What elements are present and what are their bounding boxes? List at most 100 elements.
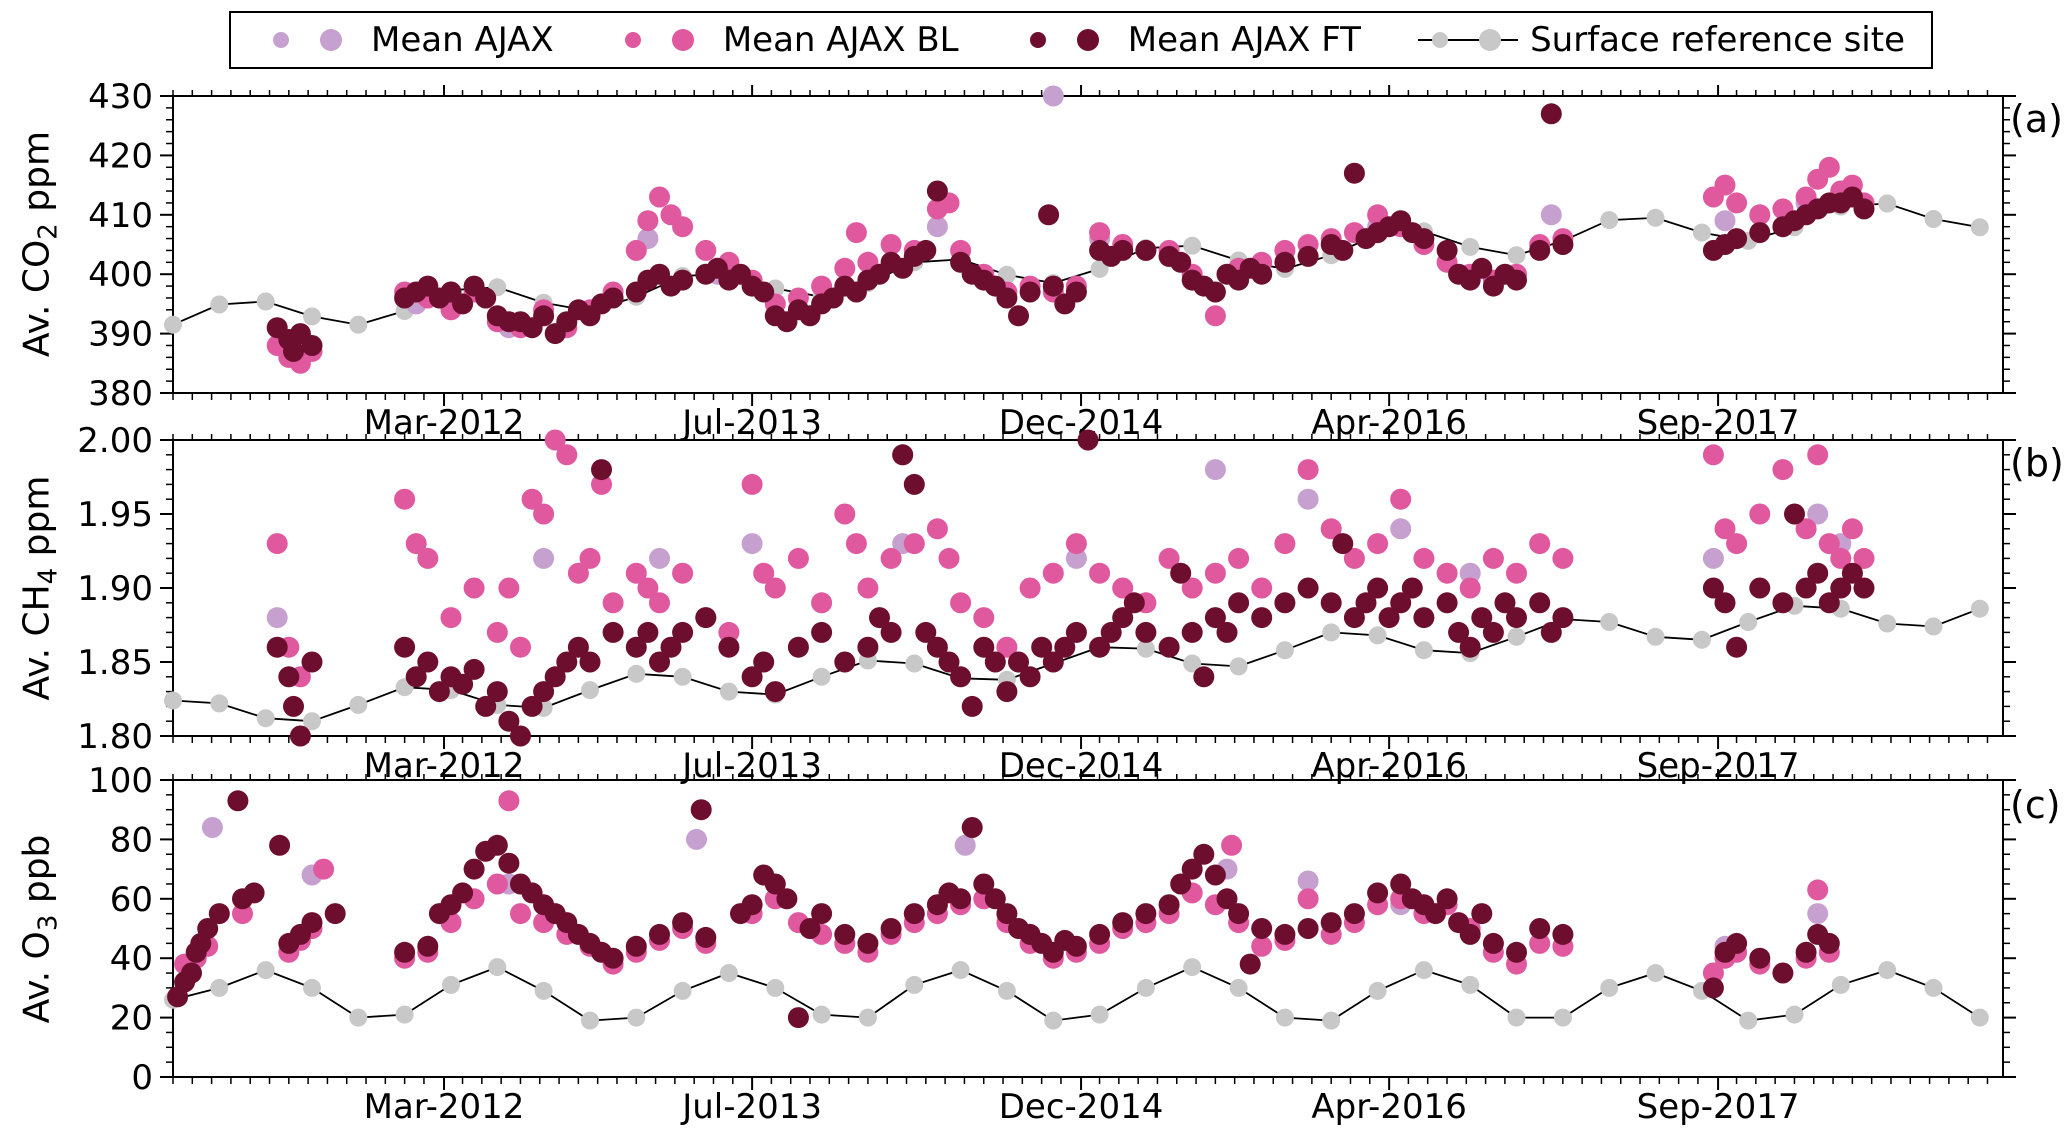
y-tick-label: 410 xyxy=(88,196,153,236)
point-mean-ajax-ft xyxy=(1297,918,1319,939)
point-mean-ajax-ft xyxy=(301,651,323,673)
point-mean-ajax-ft xyxy=(672,269,694,291)
point-surface-reference-site xyxy=(719,682,738,701)
y-tick-label: 1.80 xyxy=(77,717,153,757)
point-mean-ajax-ft xyxy=(1749,947,1771,969)
point-mean-ajax-ft xyxy=(486,834,508,856)
point-mean-ajax-bl xyxy=(1818,533,1840,555)
point-mean-ajax-bl xyxy=(394,488,416,510)
point-surface-reference-site xyxy=(1507,246,1526,265)
point-mean-ajax-ft xyxy=(1795,941,1817,963)
point-mean-ajax-bl xyxy=(1065,533,1087,555)
point-mean-ajax-ft xyxy=(1448,621,1470,643)
point-mean-ajax-bl xyxy=(764,577,786,599)
point-surface-reference-site xyxy=(1970,599,1989,618)
point-mean-ajax-bl xyxy=(1702,962,1724,984)
point-mean-ajax-bl xyxy=(1749,503,1771,525)
point-mean-ajax-ft xyxy=(1552,607,1574,629)
point-surface-reference-site xyxy=(997,981,1016,1000)
point-mean-ajax-ft xyxy=(533,681,555,703)
point-mean-ajax-ft xyxy=(1193,843,1215,865)
point-mean-ajax-ft xyxy=(625,935,647,957)
line-marker-icon xyxy=(1418,29,1519,51)
point-mean-ajax-bl xyxy=(1320,518,1342,540)
point-mean-ajax-ft xyxy=(1552,234,1574,255)
point-mean-ajax-ft xyxy=(1158,894,1180,916)
point-mean-ajax-bl xyxy=(498,790,520,812)
legend-label: Mean AJAX xyxy=(371,20,554,60)
point-mean-ajax-ft xyxy=(1100,621,1122,643)
point-mean-ajax-bl xyxy=(440,607,462,629)
point-mean-ajax-ft xyxy=(880,621,902,643)
point-mean-ajax-ft xyxy=(834,923,856,945)
point-surface-reference-site xyxy=(627,1008,646,1027)
y-tick-label: 40 xyxy=(110,939,153,979)
point-mean-ajax-ft xyxy=(880,918,902,939)
legend-entry-mean-ajax-ft: Mean AJAX FT xyxy=(1014,20,1361,60)
point-mean-ajax-ft xyxy=(1228,903,1250,925)
point-mean-ajax-bl xyxy=(1112,577,1134,599)
point-mean-ajax-bl xyxy=(498,577,520,599)
y-tick-label: 430 xyxy=(88,77,153,117)
point-mean-ajax-bl xyxy=(996,636,1018,658)
point-surface-reference-site xyxy=(1646,964,1665,982)
point-surface-reference-site xyxy=(1646,208,1665,227)
point-surface-reference-site xyxy=(1553,1008,1572,1027)
point-mean-ajax-ft xyxy=(1436,592,1458,614)
x-tick-label: Jul-2013 xyxy=(680,1087,822,1127)
point-mean-ajax-ft xyxy=(637,621,659,643)
point-mean-ajax-bl xyxy=(1158,547,1180,569)
point-surface-reference-site xyxy=(673,981,692,1000)
point-mean-ajax-ft xyxy=(1204,607,1226,629)
point-mean-ajax-ft xyxy=(1274,251,1296,273)
point-mean-ajax xyxy=(1042,85,1064,107)
point-surface-reference-site xyxy=(1646,627,1665,646)
point-surface-reference-site xyxy=(1600,978,1619,997)
point-mean-ajax-ft xyxy=(1204,281,1226,303)
point-mean-ajax-ft xyxy=(695,607,717,629)
point-surface-reference-site xyxy=(1461,237,1480,256)
point-mean-ajax-ft xyxy=(1065,281,1087,303)
point-surface-reference-site xyxy=(349,695,368,714)
point-mean-ajax-ft xyxy=(973,873,995,895)
x-tick-label: Sep-2017 xyxy=(1637,1087,1800,1127)
point-mean-ajax-ft xyxy=(926,180,948,202)
y-tick-label: 2.00 xyxy=(77,421,153,461)
point-mean-ajax-ft xyxy=(1529,918,1551,939)
point-mean-ajax-bl xyxy=(1251,935,1273,957)
point-mean-ajax-ft xyxy=(602,947,624,969)
point-mean-ajax-ft xyxy=(1401,577,1423,599)
panel-a-border xyxy=(172,95,2004,394)
point-mean-ajax-ft xyxy=(1054,636,1076,658)
point-mean-ajax-ft xyxy=(1726,228,1748,250)
point-surface-reference-site xyxy=(1136,639,1155,658)
point-mean-ajax-bl xyxy=(1529,533,1551,555)
point-mean-ajax-ft xyxy=(591,459,612,481)
scatter-marker-icon xyxy=(1029,29,1099,51)
point-mean-ajax-bl xyxy=(637,577,659,599)
point-mean-ajax-ft xyxy=(227,790,249,812)
point-mean-ajax-bl xyxy=(1436,562,1458,584)
point-mean-ajax-ft xyxy=(452,293,474,315)
point-surface-reference-site xyxy=(1924,978,1943,997)
point-mean-ajax-bl xyxy=(672,562,694,584)
point-surface-reference-site xyxy=(1414,961,1433,980)
point-mean-ajax-ft xyxy=(1749,222,1771,244)
point-mean-ajax-ft xyxy=(787,1007,809,1029)
point-mean-ajax-ft xyxy=(1726,932,1748,954)
point-surface-reference-site xyxy=(1136,978,1155,997)
point-mean-ajax-ft xyxy=(602,621,624,643)
point-surface-reference-site xyxy=(581,681,599,700)
point-mean-ajax-ft xyxy=(753,281,775,303)
point-mean-ajax-bl xyxy=(1795,518,1817,540)
point-mean-ajax-ft xyxy=(1818,592,1840,614)
point-mean-ajax-ft xyxy=(1216,888,1238,910)
point-surface-reference-site xyxy=(1183,654,1202,673)
point-mean-ajax-ft xyxy=(834,651,856,673)
point-mean-ajax-ft xyxy=(1459,636,1481,658)
point-mean-ajax-ft xyxy=(1702,977,1724,999)
point-mean-ajax-ft xyxy=(950,666,972,688)
point-mean-ajax-ft xyxy=(283,340,304,362)
point-mean-ajax-ft xyxy=(1378,607,1400,629)
